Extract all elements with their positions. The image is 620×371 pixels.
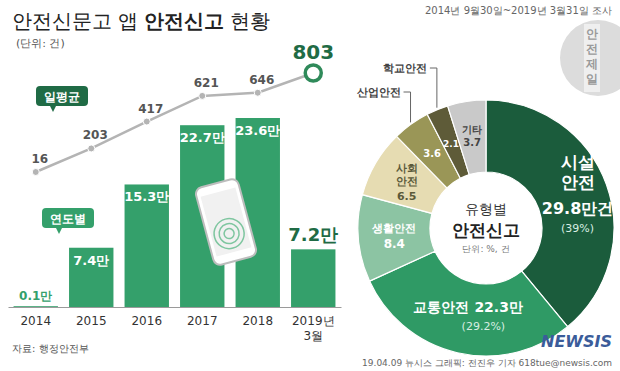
line-label: 803: [292, 40, 334, 64]
bar-label: 7.2만: [288, 224, 338, 245]
slice-value: 8.4: [384, 237, 405, 251]
phone-screen: [201, 187, 252, 256]
slice-category: 산업안전: [357, 86, 401, 99]
x-axis-line: [9, 307, 342, 308]
tick-label: 2018: [242, 314, 273, 328]
bar: [69, 248, 113, 307]
bar-label: 0.1만: [19, 289, 52, 303]
slice-value: 3.6: [423, 148, 441, 159]
marker: [199, 92, 206, 99]
series-tag-label: 일평균: [44, 90, 80, 104]
leader-line: [404, 92, 411, 122]
tick: 2015: [76, 307, 107, 328]
line-label: 621: [194, 76, 219, 90]
slice-percent: (39%): [561, 222, 594, 235]
marker: [32, 168, 39, 175]
slice-value: 6.5: [397, 190, 417, 203]
marker: [143, 118, 150, 125]
tick: 2019년3월: [292, 307, 335, 343]
x-axis: 2014 2015 2016 2017 2018 2019년3월: [9, 307, 342, 343]
bar: [125, 184, 169, 307]
marker: [254, 89, 261, 96]
badge-cross: [584, 24, 600, 92]
plot-area: [14, 65, 336, 307]
phone-ripple: [211, 215, 248, 252]
phone-body: [194, 178, 257, 267]
line: [36, 73, 314, 172]
phone-icon: [194, 178, 257, 267]
slice-value: 29.8만건: [542, 199, 613, 218]
line-label: 646: [249, 73, 274, 87]
slice-value: 22.3만: [474, 299, 523, 315]
line-label: 203: [83, 128, 108, 142]
donut-title: 유형별: [465, 201, 507, 217]
title-part: 현황: [230, 9, 270, 33]
slice-value: 2.1: [443, 139, 459, 149]
tick: 2018: [242, 307, 273, 328]
title: 안전신문고 앱안전신고현황: [12, 9, 270, 33]
leader-line: [430, 68, 437, 108]
slice-category: 교통안전: [413, 299, 469, 315]
line-label: 417: [138, 102, 163, 116]
tick: 2017: [187, 307, 218, 328]
badge-text: 안전제일: [585, 27, 598, 86]
line-label: 16: [31, 152, 48, 166]
bar-label: 22.7만: [180, 130, 225, 145]
slice-value: 3.7: [463, 137, 481, 148]
slice-category: 생활안전: [371, 222, 416, 235]
series-tag: 연도별: [42, 208, 94, 234]
series-tag-box: [42, 208, 94, 228]
slice: [448, 100, 486, 175]
bar-label: 15.3만: [124, 189, 169, 204]
series-tag-pointer: [50, 106, 56, 112]
series-tag-pointer: [56, 228, 62, 234]
slice-category: 사회안전: [396, 162, 418, 188]
donut: [358, 100, 614, 356]
bar-label: 23.6만: [235, 123, 280, 138]
bar-label: 7.4만: [73, 253, 109, 268]
badge: 안전제일: [560, 20, 620, 96]
tick-label: 2016: [131, 314, 162, 328]
unit-note: (단위: 건): [16, 37, 65, 50]
tick: 2014: [20, 307, 51, 328]
donut-subtitle: 안전신고: [452, 220, 520, 240]
logo: NEWSIS: [541, 332, 612, 351]
source: 자료: 행정안전부: [12, 343, 89, 354]
title-part: 안전신문고 앱: [12, 9, 138, 33]
donut-unit: 단위: %, 건: [462, 244, 509, 254]
phone-ripple: [217, 221, 241, 245]
slice-category: 학교안전: [383, 62, 427, 75]
bar: [291, 249, 335, 307]
title-part: 안전신고: [144, 9, 224, 33]
series-tag-box: [36, 86, 88, 106]
marker: [305, 65, 321, 81]
donut-labels: 시설안전 29.8만건 (39%) 교통안전 22.3만 (29.2%) 생활안전 8.4 사회…: [357, 62, 614, 333]
tick-label: 2019년3월: [292, 314, 335, 343]
period: 2014년 9월30일~2019년 3월31일 조사: [425, 5, 612, 16]
slice-percent: (29.2%): [462, 320, 506, 333]
infographic: 안전신문고 앱안전신고현황(단위: 건)2014년 9월30일~2019년 3월…: [0, 0, 620, 371]
slice-category: 기타: [462, 124, 482, 135]
tick-label: 2015: [76, 314, 107, 328]
badge-circle: [560, 20, 620, 96]
phone-ripple: [223, 227, 235, 239]
series-tag: 일평균: [36, 86, 88, 112]
series-tag-label: 연도별: [50, 212, 86, 226]
marker: [88, 145, 95, 152]
tick-label: 2017: [187, 314, 218, 328]
credit: 19.04.09 뉴시스 그래픽: 전진우 기자 618tue@newsis.c…: [362, 358, 612, 368]
data-labels: 0.1만 7.4만 15.3만 22.7만 23.6만 7.2만 16 203 417 621 64…: [19, 40, 338, 303]
tick: 2016: [131, 307, 162, 328]
tick-label: 2014: [20, 314, 51, 328]
slice-category: 시설안전: [561, 152, 595, 192]
